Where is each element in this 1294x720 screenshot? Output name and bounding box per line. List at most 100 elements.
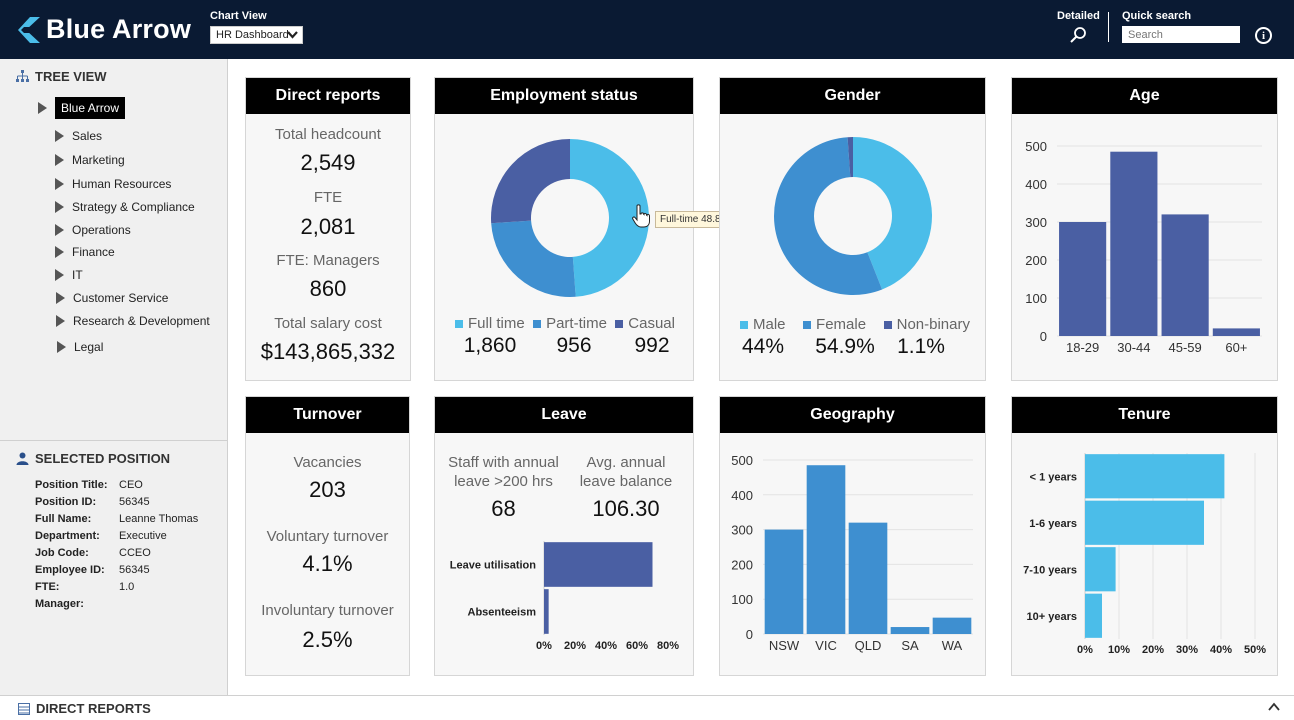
expand-arrow-icon[interactable]	[55, 224, 64, 236]
expand-arrow-icon[interactable]	[56, 315, 65, 327]
bar-1-6-years[interactable]	[1085, 500, 1204, 545]
leave-bar-chart[interactable]: 0% 20% 40% 60% 80% Leave utilisation Absenteei…	[435, 539, 693, 669]
bar-absenteeism[interactable]	[544, 589, 549, 634]
involuntary-turnover-value: 2.5%	[302, 627, 353, 652]
tree-item-finance[interactable]: Finance	[55, 245, 115, 259]
donut-slice-casual[interactable]	[491, 139, 570, 224]
y-tick-label: 0	[1040, 329, 1047, 344]
card-title: Age	[1012, 78, 1277, 114]
legend-item-part-time[interactable]: Part-time	[533, 315, 607, 332]
expand-arrow-icon[interactable]	[57, 341, 66, 353]
x-tick-label: 0%	[1077, 644, 1093, 656]
expand-arrow-icon[interactable]	[55, 130, 64, 142]
x-tick-label: 10%	[1108, 644, 1130, 656]
search-input[interactable]	[1122, 26, 1240, 43]
bar-60[interactable]	[1212, 328, 1260, 336]
chart-view-select[interactable]: HR Dashboard	[210, 26, 303, 44]
tree-item-label: Blue Arrow	[55, 97, 126, 119]
legend-item-casual[interactable]: Casual	[615, 315, 675, 332]
direct-reports-bar[interactable]: DIRECT REPORTS	[0, 695, 1294, 720]
x-tick-label: 0%	[536, 640, 552, 652]
info-icon[interactable]: i	[1255, 27, 1272, 44]
chevron-up-icon[interactable]	[1268, 701, 1280, 713]
donut-slice-full-time[interactable]	[570, 139, 649, 297]
bar-nsw[interactable]	[764, 529, 804, 634]
age-bar-chart[interactable]: 0 100 200 300 400 500 18-29 30-44 45-59 60+	[1012, 116, 1277, 380]
expand-arrow-icon[interactable]	[55, 269, 64, 281]
bar-leave-utilisation[interactable]	[544, 542, 653, 587]
y-tick-label: 100	[731, 592, 753, 607]
geography-bar-chart[interactable]: 0 100 200 300 400 500 NSW VIC QLD SA WA	[720, 435, 985, 677]
legend-item-full-time[interactable]: Full time	[455, 315, 525, 332]
bar-qld[interactable]	[848, 522, 888, 634]
direct-reports-title: DIRECT REPORTS	[18, 701, 151, 716]
x-tick-label: 20%	[564, 640, 586, 652]
tree-item-sales[interactable]: Sales	[55, 129, 102, 143]
bar-wa[interactable]	[932, 617, 972, 634]
legend-label: Full time	[468, 315, 525, 332]
tree-item-legal[interactable]: Legal	[57, 340, 103, 354]
x-tick-label: 18-29	[1066, 340, 1099, 355]
y-tick-label: 7-10 years	[1023, 564, 1077, 576]
y-tick-label: 200	[731, 557, 753, 572]
part-time-value: 956	[556, 334, 592, 357]
field-value: 56345	[119, 496, 150, 508]
staff-leave-label-line2: leave >200 hrs	[454, 473, 553, 490]
legend-label: Male	[753, 316, 786, 333]
donut-slice-part-time[interactable]	[491, 220, 576, 297]
gender-donut-chart[interactable]	[720, 116, 985, 316]
expand-arrow-icon[interactable]	[38, 102, 47, 114]
x-tick-label: 80%	[657, 640, 679, 652]
app-name: Blue Arrow	[46, 14, 192, 44]
bar-10-years[interactable]	[1085, 593, 1102, 638]
x-tick-label: NSW	[769, 638, 800, 653]
bar-18-29[interactable]	[1059, 222, 1107, 336]
donut-slice-non-binary[interactable]	[847, 137, 853, 178]
bar-sa[interactable]	[890, 627, 930, 634]
donut-slice-male[interactable]	[853, 137, 932, 290]
age-card: Age 0 100 200 300 400 500 18-29 30-44 45-59 60+	[1011, 77, 1278, 381]
y-tick-label: Leave utilisation	[450, 560, 536, 572]
bar-vic[interactable]	[806, 465, 846, 634]
involuntary-turnover-label: Involuntary turnover	[261, 602, 394, 619]
tree-item-human-resources[interactable]: Human Resources	[55, 177, 171, 191]
tree-item-customer-service[interactable]: Customer Service	[56, 291, 168, 305]
tree-item-label: Finance	[72, 245, 115, 259]
tree-item-research-development[interactable]: Research & Development	[56, 314, 210, 328]
legend-swatch	[533, 319, 542, 328]
employment-donut-chart[interactable]	[435, 118, 693, 318]
tree-item-it[interactable]: IT	[55, 268, 83, 282]
tree-item-label: Strategy & Compliance	[72, 200, 195, 214]
bar-45-59[interactable]	[1161, 214, 1209, 336]
card-title: Turnover	[246, 397, 409, 433]
y-tick-label: 400	[731, 488, 753, 503]
tree-item-root[interactable]: Blue Arrow	[38, 97, 126, 119]
expand-arrow-icon[interactable]	[55, 178, 64, 190]
tree-item-marketing[interactable]: Marketing	[55, 153, 125, 167]
y-tick-label: 100	[1025, 291, 1047, 306]
search-icon[interactable]	[1057, 26, 1100, 49]
bar-30-44[interactable]	[1110, 151, 1158, 336]
fte-managers-value: 860	[309, 276, 347, 301]
tree-item-operations[interactable]: Operations	[55, 223, 131, 237]
tenure-bar-chart[interactable]: 0% 10% 20% 30% 40% 50% < 1 years 1-6 years 7-10 …	[1012, 435, 1277, 677]
tree-item-strategy-compliance[interactable]: Strategy & Compliance	[55, 200, 195, 214]
x-tick-label: 40%	[1210, 644, 1232, 656]
expand-arrow-icon[interactable]	[56, 292, 65, 304]
avg-leave-label-line2: leave balance	[579, 473, 673, 490]
expand-arrow-icon[interactable]	[55, 201, 64, 213]
sidebar: TREE VIEW Blue Arrow Sales Marketing Hum…	[0, 59, 228, 695]
bar-1-years[interactable]	[1085, 454, 1225, 499]
card-title: Employment status	[435, 78, 693, 114]
selected-position-label: SELECTED POSITION	[35, 451, 171, 466]
legend-item-female[interactable]: Female	[803, 316, 866, 333]
expand-arrow-icon[interactable]	[55, 246, 64, 258]
legend-label: Casual	[628, 315, 675, 332]
bar-7-10-years[interactable]	[1085, 547, 1116, 592]
donut-slice-female[interactable]	[774, 137, 883, 295]
legend-item-male[interactable]: Male	[740, 316, 786, 333]
expand-arrow-icon[interactable]	[55, 154, 64, 166]
legend-item-non-binary[interactable]: Non-binary	[883, 316, 970, 333]
staff-leave-value: 68	[491, 496, 516, 521]
app-logo[interactable]: Blue Arrow	[18, 14, 191, 45]
